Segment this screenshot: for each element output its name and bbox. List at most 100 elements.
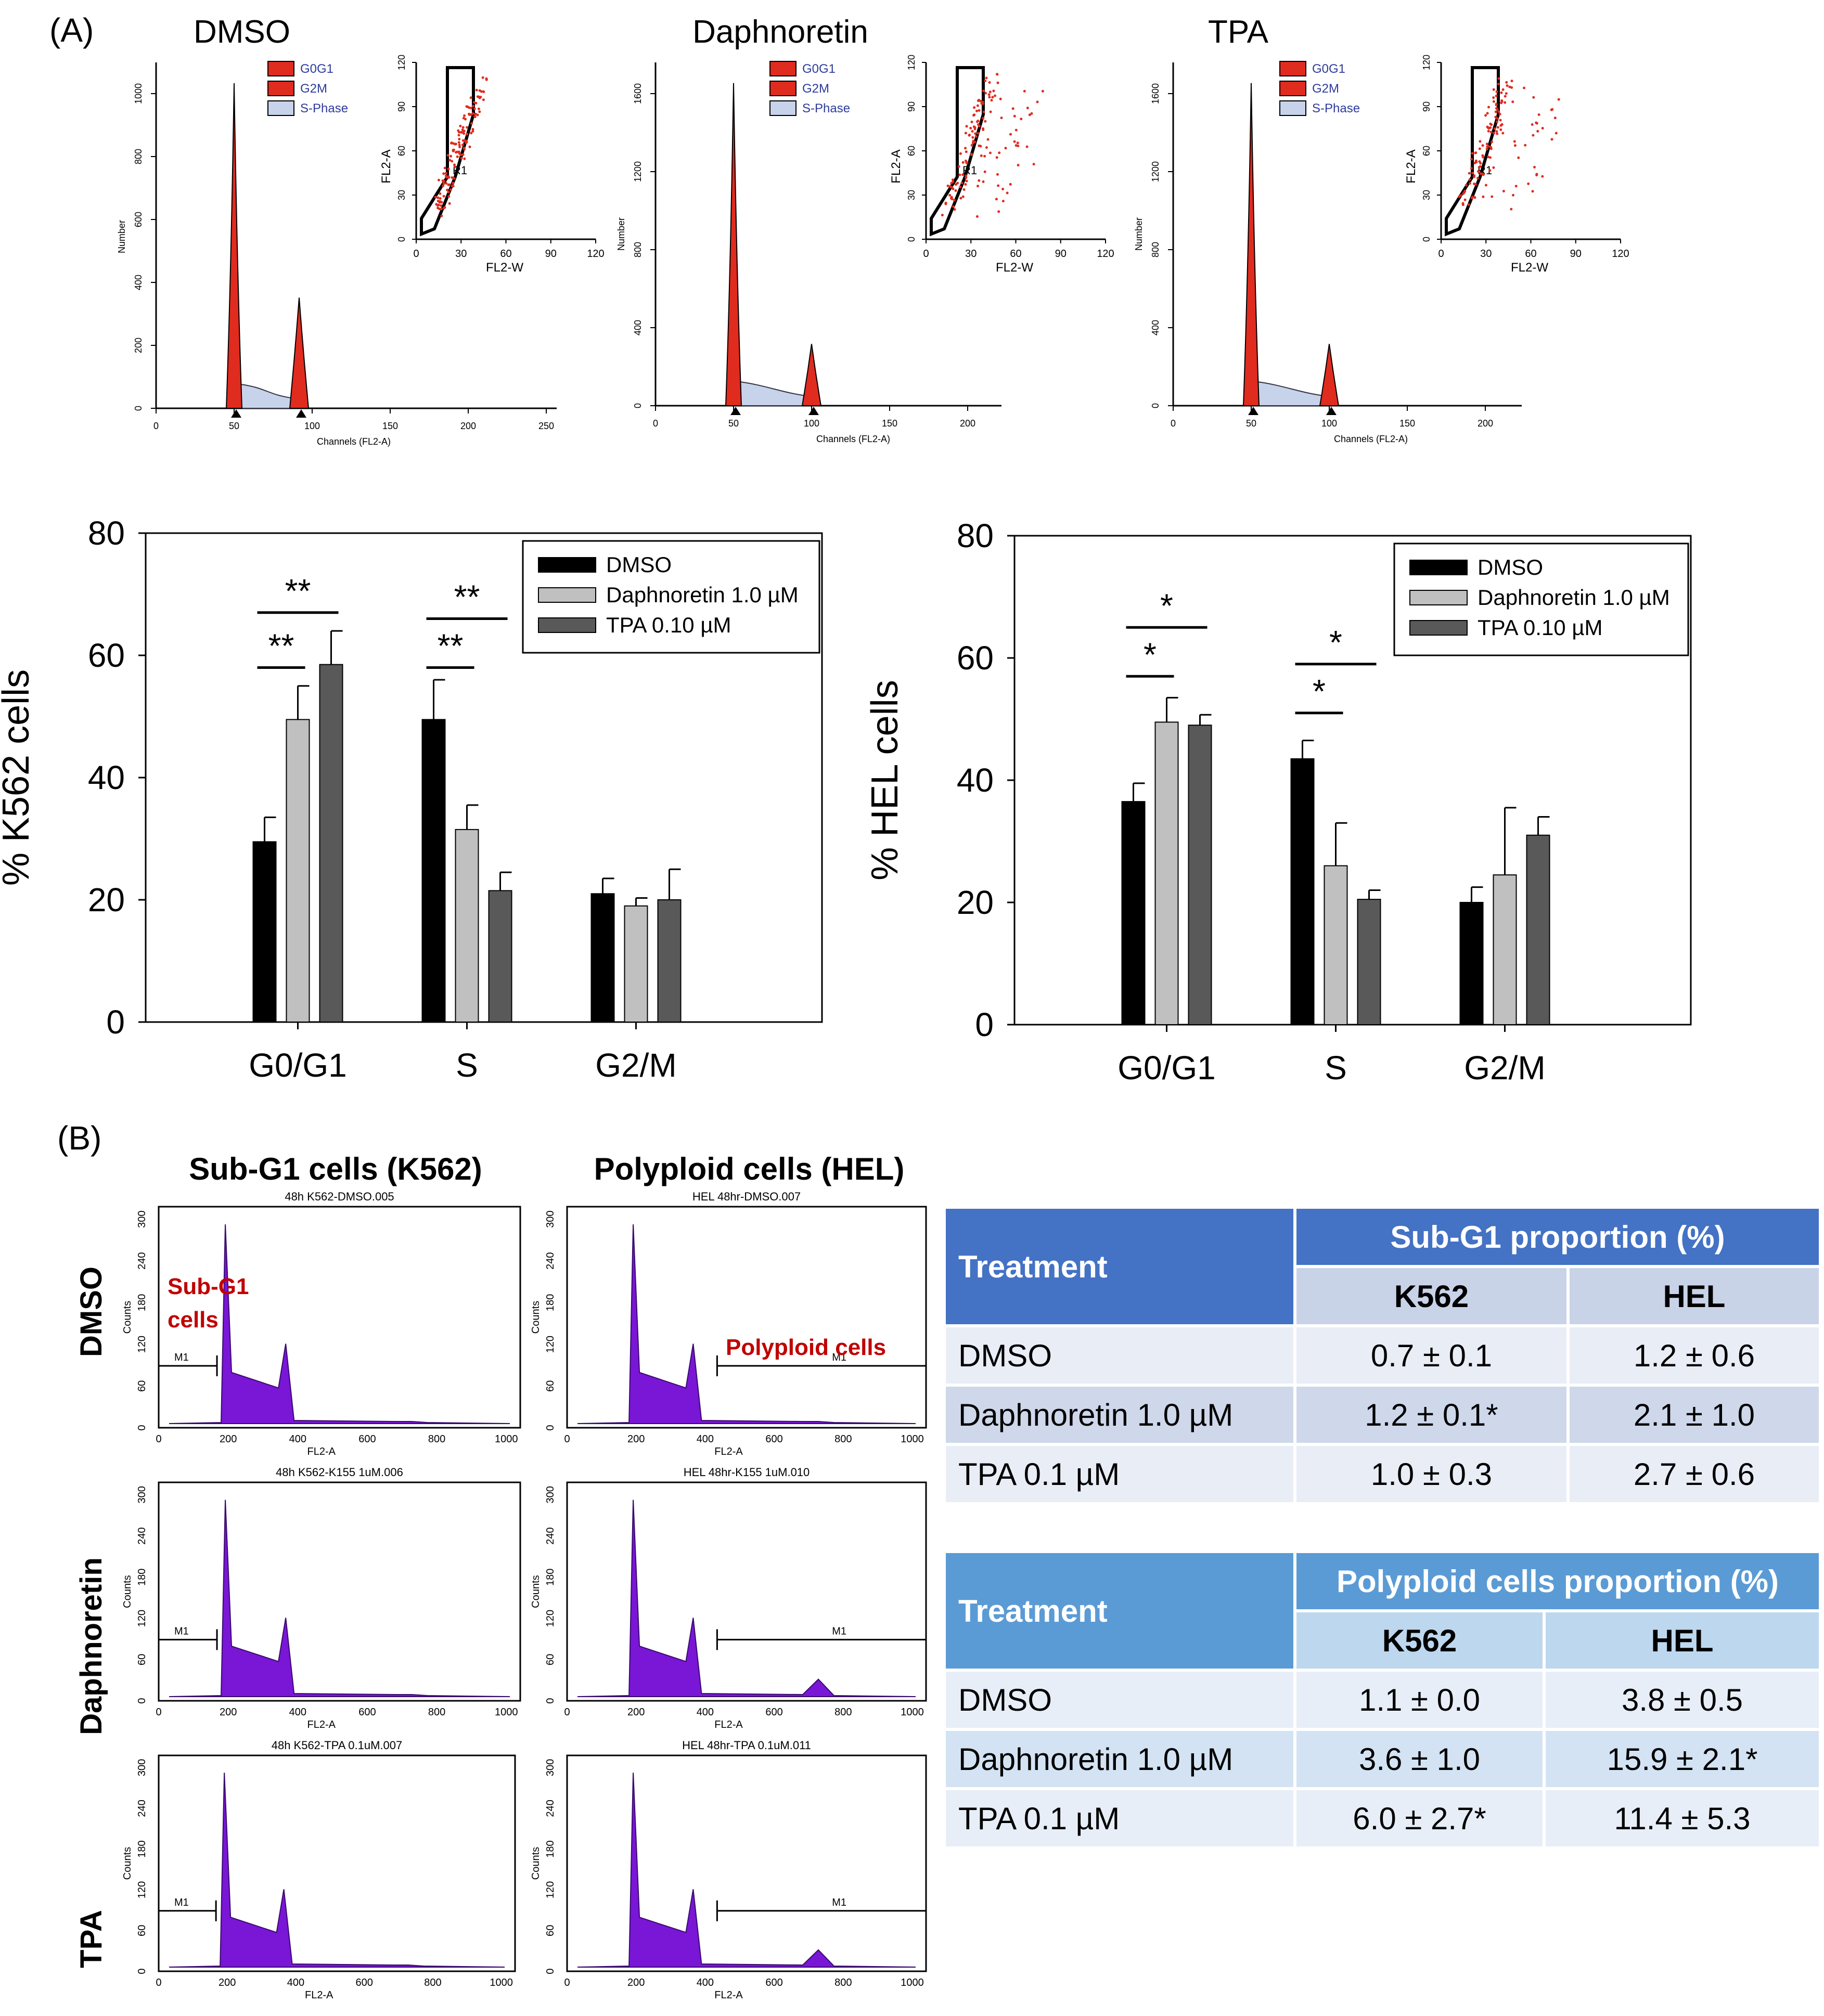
scatter-point bbox=[980, 154, 983, 157]
bar bbox=[1526, 834, 1550, 1025]
scatter-point bbox=[1467, 203, 1470, 206]
scatter-point bbox=[1551, 108, 1554, 111]
inset-x-tick-label: 90 bbox=[1570, 248, 1582, 260]
y-tick-label: 120 bbox=[136, 1610, 148, 1627]
col-hel: HEL bbox=[1546, 1612, 1819, 1669]
scatter-point bbox=[444, 174, 447, 177]
scatter-point bbox=[964, 147, 967, 150]
m1-label: M1 bbox=[832, 1897, 846, 1908]
scatter-point bbox=[1500, 99, 1504, 102]
scatter-point bbox=[461, 128, 464, 131]
inset-x-tick-label: 30 bbox=[1480, 248, 1492, 260]
y-tick-label: 0 bbox=[1150, 403, 1161, 408]
scatter-point bbox=[1014, 128, 1018, 132]
scatter-point bbox=[1499, 119, 1502, 122]
x-tick-label: 0 bbox=[564, 1707, 570, 1718]
y-axis-label: Counts bbox=[530, 1301, 542, 1334]
scatter-point bbox=[953, 199, 956, 202]
scatter-point bbox=[991, 96, 994, 99]
scatter-point bbox=[1462, 192, 1465, 195]
g2-marker bbox=[808, 407, 819, 415]
bar bbox=[421, 719, 446, 1023]
scatter-point bbox=[1474, 151, 1477, 154]
x-tick-label: 600 bbox=[765, 1977, 782, 1988]
histogram-panel: 48h K562-K155 1uM.006 0 60 120 180 240 300 Coun… bbox=[122, 1466, 521, 1730]
scatter-point bbox=[453, 163, 456, 166]
table-header-treatment: Treatment bbox=[946, 1553, 1293, 1669]
y-tick-label: 180 bbox=[136, 1840, 148, 1857]
scatter-point bbox=[1017, 164, 1020, 166]
panel-frame bbox=[158, 1754, 516, 1972]
x-tick-label: 100 bbox=[304, 421, 320, 431]
scatter-point bbox=[1017, 145, 1020, 147]
scatter-point bbox=[454, 165, 457, 169]
scatter-point bbox=[442, 172, 445, 175]
x-tick-label: 800 bbox=[834, 1977, 852, 1988]
gate-r1 bbox=[930, 66, 985, 237]
scatter-point bbox=[1489, 131, 1493, 134]
scatter-point bbox=[1504, 95, 1507, 98]
y-tick-label: 120 bbox=[545, 1610, 556, 1627]
scatter-point bbox=[466, 126, 469, 129]
scatter-point bbox=[1488, 169, 1492, 172]
scatter-point bbox=[1493, 127, 1496, 130]
scatter-point bbox=[956, 182, 959, 185]
significance-label: * bbox=[1160, 587, 1173, 624]
row-label: DMSO bbox=[74, 1267, 108, 1357]
scatter-point bbox=[1536, 130, 1539, 133]
bar bbox=[1121, 801, 1146, 1025]
cell-hel: 3.8 ± 0.5 bbox=[1546, 1672, 1819, 1728]
histogram-panel: HEL 48hr-DMSO.007 0 60 120 180 240 300 Counts 0 2… bbox=[530, 1190, 927, 1457]
scatter-point bbox=[456, 155, 459, 158]
inset-x-tick-label: 90 bbox=[545, 248, 557, 260]
scatter-point bbox=[950, 196, 953, 199]
scatter-point bbox=[458, 146, 461, 149]
scatter-point bbox=[1496, 126, 1499, 129]
y-tick-label: 600 bbox=[133, 212, 144, 227]
scatter-point bbox=[436, 200, 440, 202]
scatter-point bbox=[442, 182, 445, 185]
scatter-point bbox=[1553, 117, 1557, 120]
bar bbox=[1290, 758, 1315, 1025]
scatter-point bbox=[445, 182, 448, 185]
g2m-peak bbox=[801, 344, 822, 406]
panel-file-title: 48h K562-TPA 0.1uM.007 bbox=[272, 1739, 403, 1752]
scatter-point bbox=[1491, 195, 1494, 198]
bar bbox=[1188, 725, 1212, 1025]
y-axis-label: % HEL cells bbox=[864, 680, 906, 880]
panel-file-title: 48h K562-DMSO.005 bbox=[285, 1190, 394, 1203]
scatter-point bbox=[965, 174, 968, 177]
scatter-point bbox=[961, 161, 965, 164]
inset-x-tick-label: 60 bbox=[1525, 248, 1536, 260]
g2-marker bbox=[296, 409, 306, 418]
x-axis-label: FL2-A bbox=[714, 1446, 743, 1457]
x-tick-label: 0 bbox=[653, 418, 658, 429]
table-row: TPA 0.1 µM 6.0 ± 2.7* 11.4 ± 5.3 bbox=[946, 1790, 1819, 1846]
scatter-point bbox=[1555, 132, 1558, 135]
legend-swatch bbox=[267, 100, 294, 116]
x-axis-label: FL2-A bbox=[307, 1719, 336, 1730]
y-tick-label: 0 bbox=[136, 1698, 148, 1703]
scatter-point bbox=[457, 150, 460, 153]
panel-label-a: (A) bbox=[49, 11, 94, 49]
scatter-point bbox=[989, 110, 992, 113]
legend-swatch bbox=[769, 81, 797, 96]
gate-r1 bbox=[420, 66, 475, 237]
y-tick-label: 200 bbox=[133, 338, 144, 353]
bar bbox=[1324, 865, 1348, 1025]
legend-swatch bbox=[267, 81, 294, 96]
scatter-point bbox=[468, 145, 471, 148]
scatter-point bbox=[992, 89, 995, 93]
scatter-point bbox=[968, 134, 971, 137]
y-tick-label: 180 bbox=[545, 1294, 556, 1311]
inset-x-tick-label: 120 bbox=[1612, 248, 1629, 260]
y-axis-label: Counts bbox=[530, 1575, 542, 1608]
y-tick-label: 300 bbox=[136, 1486, 148, 1503]
scatter-point bbox=[1492, 166, 1495, 169]
bar bbox=[286, 719, 310, 1023]
scatter-point bbox=[442, 195, 445, 198]
y-tick-label: 60 bbox=[136, 1380, 148, 1392]
legend-label: G2M bbox=[802, 82, 829, 96]
g2m-peak bbox=[1319, 344, 1340, 406]
x-tick-label: G2/M bbox=[595, 1046, 676, 1084]
